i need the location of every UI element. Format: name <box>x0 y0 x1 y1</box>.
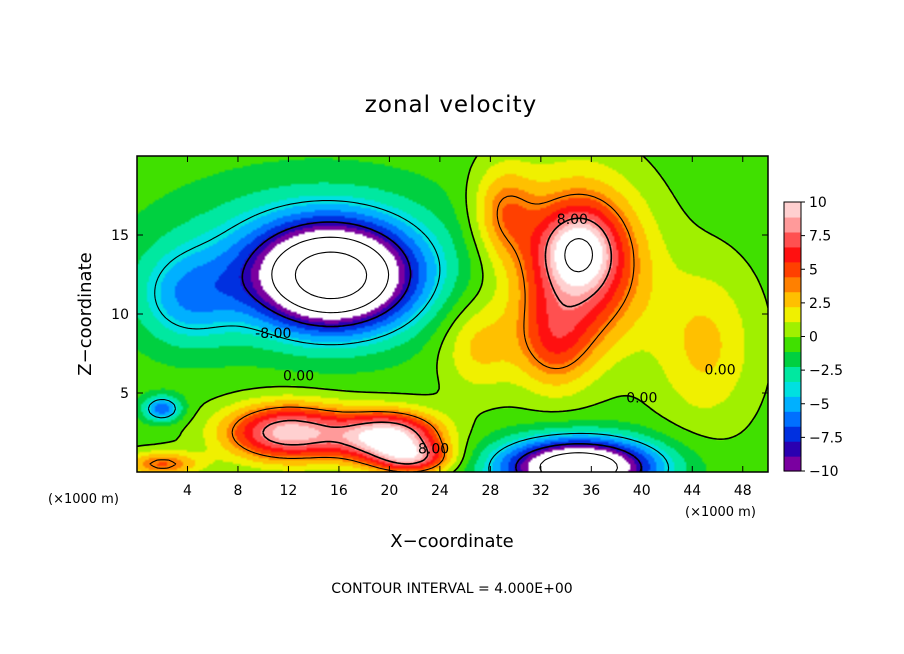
x-tick-label: 44 <box>683 483 701 499</box>
colorbar-tick-label: −7.5 <box>809 430 843 446</box>
colorbar-swatch <box>784 231 801 248</box>
colorbar-swatch <box>784 291 801 308</box>
colorbar-swatch <box>784 426 801 442</box>
colorbar-swatch <box>784 336 801 353</box>
x-tick-label: 40 <box>633 483 651 499</box>
contour-label: -8.00 <box>255 326 291 342</box>
chart-title: zonal velocity <box>365 92 537 118</box>
colorbar-tick-label: 10 <box>809 195 827 211</box>
colorbar-swatch <box>784 456 801 472</box>
colorbar-tick-label: 0 <box>809 330 818 346</box>
contour-line-12 <box>564 238 594 273</box>
colorbar <box>784 202 801 472</box>
colorbar-swatch <box>784 396 801 412</box>
y-axis-ticks: 5 10 15 <box>111 228 768 402</box>
colorbar-swatch <box>784 441 801 457</box>
contour-labels: 8.00 -8.00 0.00 0.00 0.00 8.00 <box>255 212 735 457</box>
colorbar-swatch <box>784 321 801 338</box>
x-tick-label: 20 <box>380 483 398 499</box>
x-tick-label: 16 <box>330 483 348 499</box>
x-unit-left: (×1000 m) <box>48 492 119 507</box>
colorbar-swatch <box>784 261 801 278</box>
x-axis-ticks: 4 8 12 16 20 24 28 32 36 40 44 48 <box>183 156 752 499</box>
colorbar-tick-label: 7.5 <box>809 229 831 245</box>
x-tick-label: 8 <box>233 483 242 499</box>
colorbar-tick-label: −2.5 <box>809 363 843 379</box>
contour-label: 8.00 <box>418 441 449 457</box>
x-tick-label: 28 <box>481 483 499 499</box>
y-tick-label: 15 <box>111 228 129 244</box>
contour-line-4 <box>149 193 635 472</box>
velocity-field <box>137 156 768 472</box>
x-tick-label: 4 <box>183 483 192 499</box>
contour-line--16 <box>294 251 368 300</box>
x-tick-label: 48 <box>734 483 752 499</box>
contour-label: 0.00 <box>626 391 657 407</box>
colorbar-tick-label: 5 <box>809 262 818 278</box>
colorbar-swatch <box>784 202 801 218</box>
colorbar-swatch <box>784 216 801 233</box>
colorbar-swatch <box>784 351 801 367</box>
x-tick-label: 36 <box>582 483 600 499</box>
x-axis-label: X−coordinate <box>390 531 513 552</box>
colorbar-ticks: 10 7.5 5 2.5 0 −2.5 −5 −7.5 −10 <box>801 195 843 480</box>
x-tick-label: 24 <box>431 483 449 499</box>
contour-label: 0.00 <box>283 369 314 385</box>
contour-interval-note: CONTOUR INTERVAL = 4.000E+00 <box>331 581 572 597</box>
x-tick-label: 32 <box>532 483 550 499</box>
contour-lines <box>137 156 768 472</box>
colorbar-swatch <box>784 306 801 323</box>
colorbar-swatch <box>784 366 801 382</box>
plot-area <box>137 156 768 472</box>
contour-line--8 <box>241 221 643 472</box>
colorbar-swatch <box>784 411 801 427</box>
x-tick-label: 12 <box>280 483 298 499</box>
y-axis-label: Z−coordinate <box>75 252 96 375</box>
contour-line-0 <box>137 156 768 472</box>
colorbar-tick-label: −5 <box>809 397 830 413</box>
contour-line-8 <box>262 217 613 465</box>
colorbar-tick-label: −10 <box>809 464 839 480</box>
contour-label: 0.00 <box>704 362 735 378</box>
contour-label: 8.00 <box>557 212 588 228</box>
y-tick-label: 10 <box>111 307 129 323</box>
colorbar-tick-label: 2.5 <box>809 296 831 312</box>
y-tick-label: 5 <box>120 386 129 402</box>
contour-line--4 <box>147 200 670 472</box>
colorbar-swatch <box>784 381 801 397</box>
x-unit-right: (×1000 m) <box>685 505 756 520</box>
colorbar-swatch <box>784 276 801 293</box>
colorbar-swatch <box>784 246 801 263</box>
